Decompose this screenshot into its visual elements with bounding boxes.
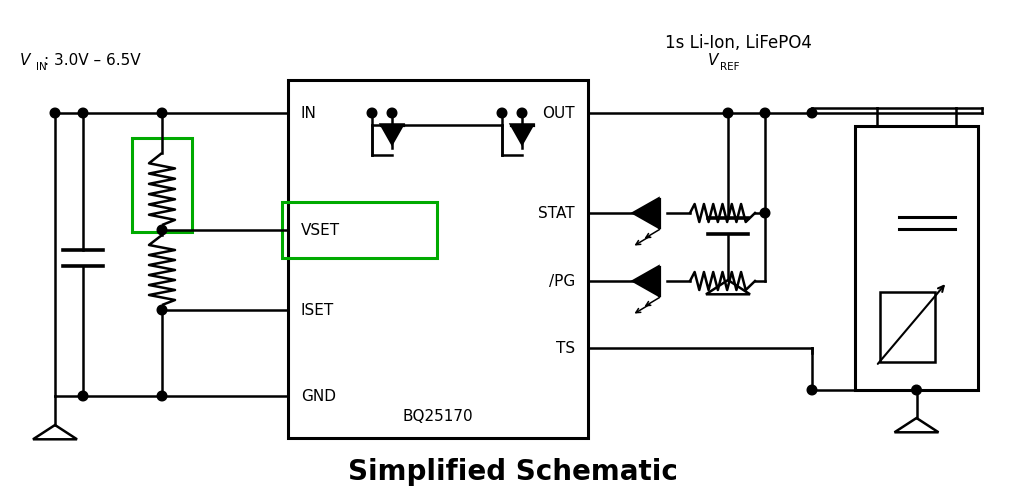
Circle shape [807,108,817,118]
Bar [288,80,588,438]
Text: : 3.0V – 6.5V: : 3.0V – 6.5V [44,52,141,68]
Text: VSET: VSET [301,223,341,238]
Circle shape [387,108,397,118]
Polygon shape [511,124,534,144]
Circle shape [157,305,167,315]
Circle shape [367,108,377,118]
Circle shape [157,225,167,235]
Text: OUT: OUT [543,106,575,121]
Circle shape [157,108,167,118]
Bar [855,126,978,390]
Circle shape [760,108,770,118]
Text: 1s Li-Ion, LiFePO4: 1s Li-Ion, LiFePO4 [665,34,812,52]
Polygon shape [381,124,403,144]
Circle shape [760,208,770,218]
Text: ISET: ISET [301,302,334,318]
Circle shape [723,108,733,118]
Text: V: V [708,52,718,68]
Polygon shape [633,266,659,295]
Circle shape [157,391,167,401]
Circle shape [50,108,60,118]
Text: BQ25170: BQ25170 [402,408,473,423]
Circle shape [498,108,507,118]
Bar [282,202,437,258]
Circle shape [517,108,526,118]
Text: IN: IN [301,106,317,121]
Text: TS: TS [556,341,575,356]
Circle shape [78,108,88,118]
Text: V: V [19,52,31,68]
Text: /PG: /PG [549,273,575,288]
Circle shape [912,385,921,395]
Text: STAT: STAT [539,206,575,221]
Text: IN: IN [36,62,47,72]
Bar [880,292,935,362]
Text: Simplified Schematic: Simplified Schematic [348,458,678,486]
Text: GND: GND [301,388,336,403]
Polygon shape [633,199,659,228]
Circle shape [78,391,88,401]
Circle shape [807,385,817,395]
Text: REF: REF [720,62,740,72]
Bar [132,138,192,232]
